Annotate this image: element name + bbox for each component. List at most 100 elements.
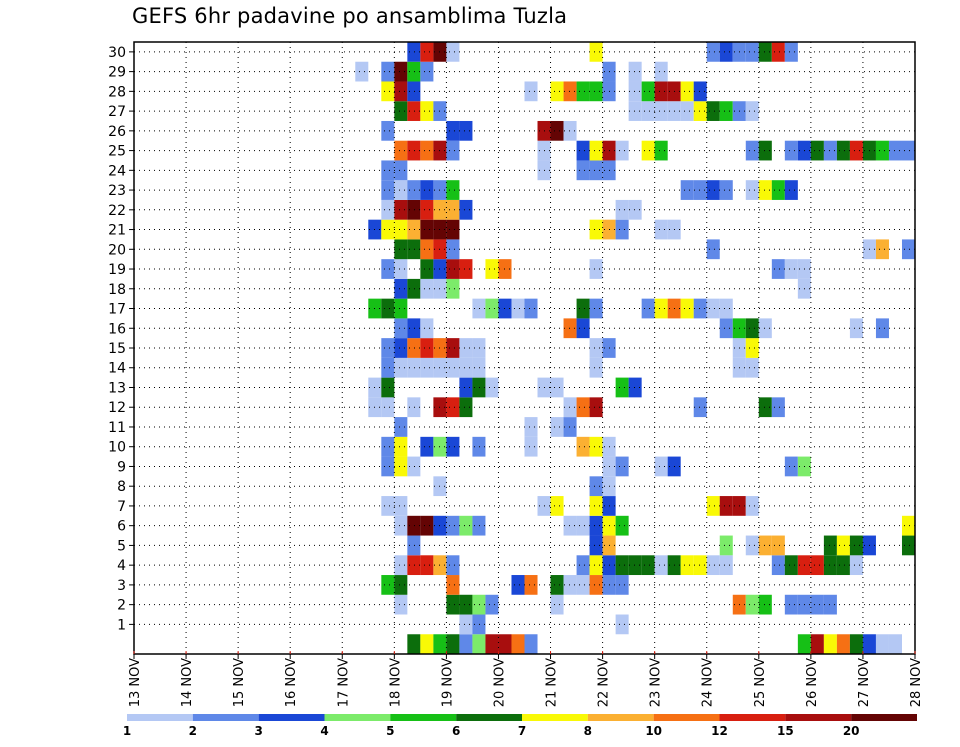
heatmap-cell (524, 436, 538, 457)
heatmap-cell (576, 515, 590, 536)
gridlines (134, 42, 915, 654)
heatmap-cell (459, 377, 473, 398)
colorbar-label: 5 (386, 724, 394, 738)
heatmap-cell (719, 496, 733, 516)
heatmap-cell (589, 575, 603, 595)
heatmap-cell (875, 634, 889, 654)
y-tick-label: 22 (108, 203, 126, 219)
heatmap-cell (524, 298, 538, 319)
heatmap-cell (485, 594, 499, 615)
heatmap-cell (394, 199, 408, 220)
heatmap-cell (641, 81, 655, 102)
heatmap-cell (381, 456, 395, 477)
heatmap-cell (459, 397, 473, 418)
heatmap-cell (407, 180, 421, 200)
heatmap-cell (394, 575, 408, 595)
heatmap-cell (615, 555, 629, 576)
y-tick-label: 1 (117, 617, 126, 633)
heatmap-cell (615, 219, 629, 240)
heatmap-cell (420, 219, 434, 240)
heatmap-cell (901, 515, 915, 536)
y-tick-label: 16 (108, 321, 126, 337)
heatmap-cell (680, 298, 694, 319)
heatmap-cell (888, 140, 902, 161)
heatmap-cell (563, 81, 577, 102)
heatmap-cell (485, 377, 499, 398)
heatmap-cell (810, 140, 824, 161)
heatmap-cell (589, 476, 603, 497)
heatmap-cell (706, 298, 720, 319)
y-tick-label: 29 (108, 65, 126, 81)
heatmap-cell (381, 61, 395, 82)
y-tick-label: 11 (108, 420, 126, 436)
heatmap-cell (563, 397, 577, 418)
colorbar-label: 3 (254, 724, 262, 738)
heatmap-cell (550, 575, 564, 595)
y-tick-label: 15 (108, 341, 126, 357)
heatmap-cell (654, 298, 668, 319)
heatmap-cell (472, 436, 486, 457)
heatmap-cell (446, 575, 460, 595)
heatmap-cell (641, 101, 655, 121)
heatmap-cell (381, 180, 395, 200)
x-tick-label: 14 NOV (180, 658, 195, 707)
heatmap-cell (420, 555, 434, 576)
heatmap-cell (615, 515, 629, 536)
heatmap-cells (355, 42, 915, 654)
heatmap-cell (394, 456, 408, 477)
heatmap-cell (823, 594, 837, 615)
colorbar-label: 2 (189, 724, 197, 738)
heatmap-cell (784, 259, 798, 279)
colorbar-label: 1 (123, 724, 131, 738)
heatmap-cell (433, 634, 447, 654)
x-tick-label: 20 NOV (492, 658, 507, 707)
heatmap-cell (758, 42, 772, 62)
colorbar-label: 15 (777, 724, 794, 738)
heatmap-cell (576, 436, 590, 457)
heatmap-cell (693, 555, 707, 576)
heatmap-cell (810, 594, 824, 615)
heatmap-cell (550, 594, 564, 615)
heatmap-cell (680, 101, 694, 121)
heatmap-cell (771, 535, 785, 556)
heatmap-cell (745, 535, 759, 556)
heatmap-cell (758, 180, 772, 200)
heatmap-cell (628, 61, 642, 82)
colorbar-label: 20 (843, 724, 860, 738)
heatmap-cell (875, 318, 889, 339)
heatmap-cell (680, 180, 694, 200)
heatmap-cell (823, 535, 837, 556)
heatmap-cell (771, 397, 785, 418)
x-axis: 13 NOV 14 NOV 15 NOV 16 NOV 17 NOV 18 NOV 19 N… (128, 651, 924, 707)
heatmap-cell (472, 377, 486, 398)
y-tick-label: 30 (108, 45, 126, 61)
y-axis: 1234567891011121314151617181920212223242… (108, 45, 134, 633)
heatmap-cell (589, 496, 603, 516)
heatmap-cell (446, 180, 460, 200)
heatmap-cell (849, 555, 863, 576)
x-tick-label: 15 NOV (232, 658, 247, 707)
heatmap-cell (420, 515, 434, 536)
heatmap-cell (394, 594, 408, 615)
colorbar-swatch (324, 714, 391, 721)
heatmap-cell (550, 417, 564, 437)
heatmap-cell (628, 377, 642, 398)
heatmap-cell (394, 515, 408, 536)
heatmap-cell (576, 575, 590, 595)
colorbar-swatch (851, 714, 917, 721)
heatmap-cell (381, 338, 395, 358)
heatmap-cell (511, 575, 525, 595)
heatmap-cell (407, 278, 421, 299)
heatmap-cell (706, 496, 720, 516)
heatmap-cell (706, 42, 720, 62)
y-tick-label: 3 (117, 578, 126, 594)
heatmap-cell (407, 535, 421, 556)
heatmap-cell (420, 318, 434, 339)
heatmap-cell (550, 120, 564, 141)
heatmap-cell (654, 101, 668, 121)
heatmap-cell (849, 634, 863, 654)
y-tick-label: 6 (117, 519, 126, 535)
heatmap-cell (394, 61, 408, 82)
heatmap-cell (771, 42, 785, 62)
heatmap-cell (407, 42, 421, 62)
